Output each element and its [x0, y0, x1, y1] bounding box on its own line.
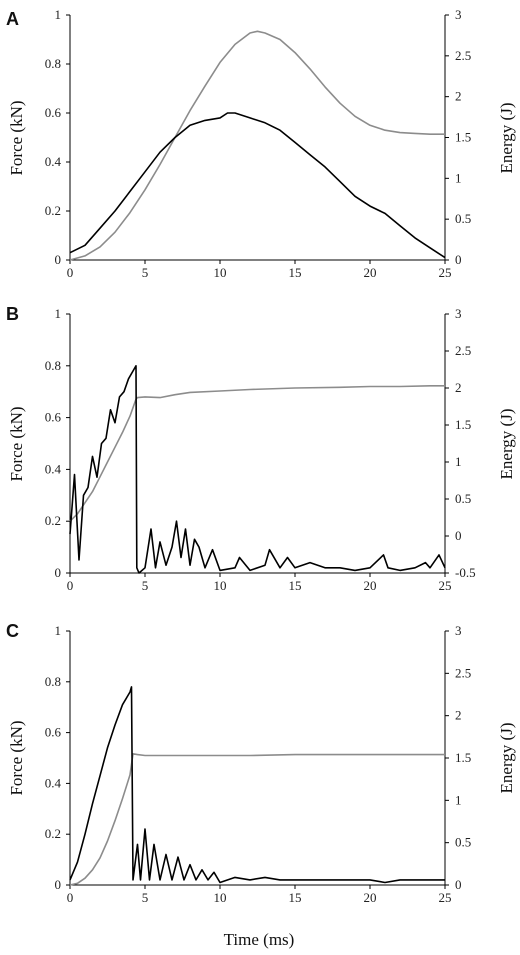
y-tick-label-left-b-4: 0.8 [45, 358, 61, 373]
x-tick-label-b-2: 10 [214, 578, 227, 593]
panel-b: B Force (kN) Energy (J) 0 5 10 15 20 2500.20.… [6, 304, 516, 593]
y-tick-label-left-c-0: 0 [55, 877, 62, 892]
y-tick-label-right-c-0: 0 [455, 877, 462, 892]
y-tick-label-right-c-3: 1.5 [455, 750, 471, 765]
energy-series-line-a [69, 30, 445, 261]
x-tick-label-a-2: 10 [214, 265, 227, 280]
panel-c: C Force (kN) Energy (J) 0 5 10 15 20 2500.20.… [6, 621, 516, 905]
y-tick-label-right-b-5: 2 [455, 380, 462, 395]
y-tick-label-left-b-2: 0.4 [45, 461, 62, 476]
y-tick-label-right-c-4: 2 [455, 708, 462, 723]
y-tick-label-right-b-3: 1 [455, 454, 462, 469]
force-series-line-b [69, 364, 446, 574]
energy-series-line-c [69, 752, 445, 886]
panel-a: A Force (kN) Energy (J) 0 5 10 15 20 2500.20.… [6, 7, 516, 280]
y-tick-label-right-a-3: 1.5 [455, 130, 471, 145]
y-tick-label-right-b-1: 0 [455, 528, 462, 543]
y-tick-label-right-b-7: 3 [455, 306, 462, 321]
y-tick-label-right-c-5: 2.5 [455, 665, 471, 680]
y-tick-label-left-b-0: 0 [55, 565, 62, 580]
panel-label-b: B [6, 304, 19, 324]
y-tick-label-right-c-6: 3 [455, 623, 462, 638]
y-tick-label-left-a-0: 0 [55, 252, 62, 267]
x-tick-label-c-3: 15 [289, 890, 302, 905]
y-tick-label-left-c-3: 0.6 [45, 725, 62, 740]
y-tick-label-left-c-1: 0.2 [45, 826, 61, 841]
x-tick-label-c-4: 20 [364, 890, 377, 905]
y-tick-label-right-a-2: 1 [455, 170, 462, 185]
y-tick-label-right-b-0: -0.5 [455, 565, 476, 580]
y-tick-label-right-b-2: 0.5 [455, 491, 471, 506]
y-tick-label-left-a-2: 0.4 [45, 154, 62, 169]
y-axis-title-right-b: Energy (J) [497, 409, 516, 480]
x-tick-label-a-1: 5 [142, 265, 149, 280]
y-tick-label-left-a-4: 0.8 [45, 56, 61, 71]
y-axis-title-left-a: Force (kN) [7, 100, 26, 175]
y-tick-label-right-c-1: 0.5 [455, 835, 471, 850]
y-tick-label-left-a-3: 0.6 [45, 105, 62, 120]
y-axis-title-left-c: Force (kN) [7, 720, 26, 795]
y-tick-label-right-b-4: 1.5 [455, 417, 471, 432]
y-tick-label-right-a-1: 0.5 [455, 211, 471, 226]
y-tick-label-left-c-5: 1 [55, 623, 62, 638]
panel-label-c: C [6, 621, 19, 641]
energy-series-line-b [69, 384, 445, 522]
y-tick-label-left-a-1: 0.2 [45, 203, 61, 218]
y-tick-label-right-b-6: 2.5 [455, 343, 471, 358]
x-tick-label-c-1: 5 [142, 890, 149, 905]
x-tick-label-c-2: 10 [214, 890, 227, 905]
x-axis-title: Time (ms) [224, 930, 295, 949]
x-tick-label-b-1: 5 [142, 578, 149, 593]
x-tick-label-c-5: 25 [439, 890, 452, 905]
x-tick-label-b-3: 15 [289, 578, 302, 593]
y-axis-title-right-c: Energy (J) [497, 723, 516, 794]
y-tick-label-right-a-5: 2.5 [455, 48, 471, 63]
y-tick-label-left-c-2: 0.4 [45, 775, 62, 790]
x-tick-label-b-0: 0 [67, 578, 74, 593]
force-series-line-a [69, 112, 446, 259]
x-tick-label-a-4: 20 [364, 265, 377, 280]
y-tick-label-left-b-1: 0.2 [45, 513, 61, 528]
y-tick-label-left-b-3: 0.6 [45, 410, 62, 425]
x-tick-label-a-3: 15 [289, 265, 302, 280]
plot-area-b: 0 5 10 15 20 25 0 0.2 0.4 0.6 0.8 1 -0.5 0 0.5 1 1.5 2 2.5… [45, 306, 476, 593]
x-tick-label-a-0: 0 [67, 265, 74, 280]
y-tick-label-left-b-5: 1 [55, 306, 62, 321]
y-axis-title-left-b: Force (kN) [7, 406, 26, 481]
force-series-line-c [69, 686, 445, 884]
y-tick-label-right-c-2: 1 [455, 792, 462, 807]
y-tick-label-right-a-6: 3 [455, 7, 462, 22]
panel-label-a: A [6, 9, 19, 29]
y-tick-label-right-a-4: 2 [455, 89, 462, 104]
x-tick-label-b-4: 20 [364, 578, 377, 593]
y-tick-label-left-a-5: 1 [55, 7, 62, 22]
x-tick-label-c-0: 0 [67, 890, 74, 905]
x-tick-label-b-5: 25 [439, 578, 452, 593]
y-tick-label-right-a-0: 0 [455, 252, 462, 267]
x-tick-label-a-5: 25 [439, 265, 452, 280]
y-axis-title-right-a: Energy (J) [497, 103, 516, 174]
y-tick-label-left-c-4: 0.8 [45, 674, 61, 689]
